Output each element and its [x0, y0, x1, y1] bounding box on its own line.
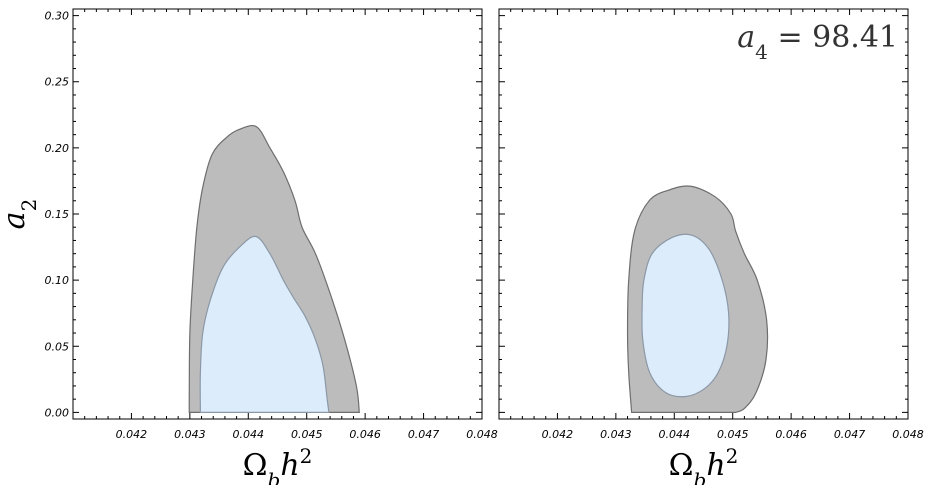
left-inner-contour-region — [199, 235, 330, 413]
x-tick-label: 0.042 — [116, 428, 148, 441]
x-tick-label: 0.045 — [291, 428, 323, 441]
x-tick-label: 0.046 — [775, 428, 807, 441]
x-tick-label: 0.044 — [659, 428, 691, 441]
right-annotation: a4 = 98.41 — [737, 20, 898, 64]
right-inner-contour-region — [641, 233, 730, 398]
x-tick-label: 0.043 — [174, 428, 206, 441]
y-tick-label: 0.00 — [45, 406, 70, 419]
y-tick-label: 0.15 — [45, 208, 70, 221]
y-tick-label: 0.20 — [45, 142, 70, 155]
x-tick-label: 0.043 — [600, 428, 632, 441]
left-contour-regions — [188, 124, 360, 413]
y-tick-label: 0.30 — [45, 10, 70, 23]
right-panel: 0.042 0.043 0.044 0.045 0.046 0.047 0.048 Ωbh2… — [498, 8, 924, 485]
left-axis-ticks — [72, 9, 483, 419]
y-tick-label: 0.25 — [45, 76, 70, 89]
x-tick-label: 0.047 — [408, 428, 440, 441]
right-contour-regions — [626, 185, 769, 413]
left-panel: 0.042 0.043 0.044 0.045 0.046 0.047 0.048 0.00 0… — [0, 8, 498, 485]
left-tick-labels: 0.042 0.043 0.044 0.045 0.046 0.047 0.048 0.00 0… — [45, 10, 498, 441]
x-tick-label: 0.044 — [233, 428, 265, 441]
x-tick-label: 0.048 — [466, 428, 498, 441]
right-tick-labels: 0.042 0.043 0.044 0.045 0.046 0.047 0.048 — [542, 428, 924, 441]
x-tick-label: 0.042 — [542, 428, 574, 441]
y-tick-label: 0.05 — [45, 340, 70, 353]
left-x-axis-label: Ωbh2 — [243, 444, 313, 485]
x-tick-label: 0.045 — [717, 428, 749, 441]
right-x-axis-label: Ωbh2 — [669, 444, 739, 485]
x-tick-label: 0.048 — [892, 428, 924, 441]
x-tick-label: 0.046 — [349, 428, 381, 441]
y-tick-label: 0.10 — [45, 274, 70, 287]
x-tick-label: 0.047 — [834, 428, 866, 441]
right-axis-ticks — [498, 9, 909, 419]
left-y-axis-label: a2 — [0, 199, 41, 230]
